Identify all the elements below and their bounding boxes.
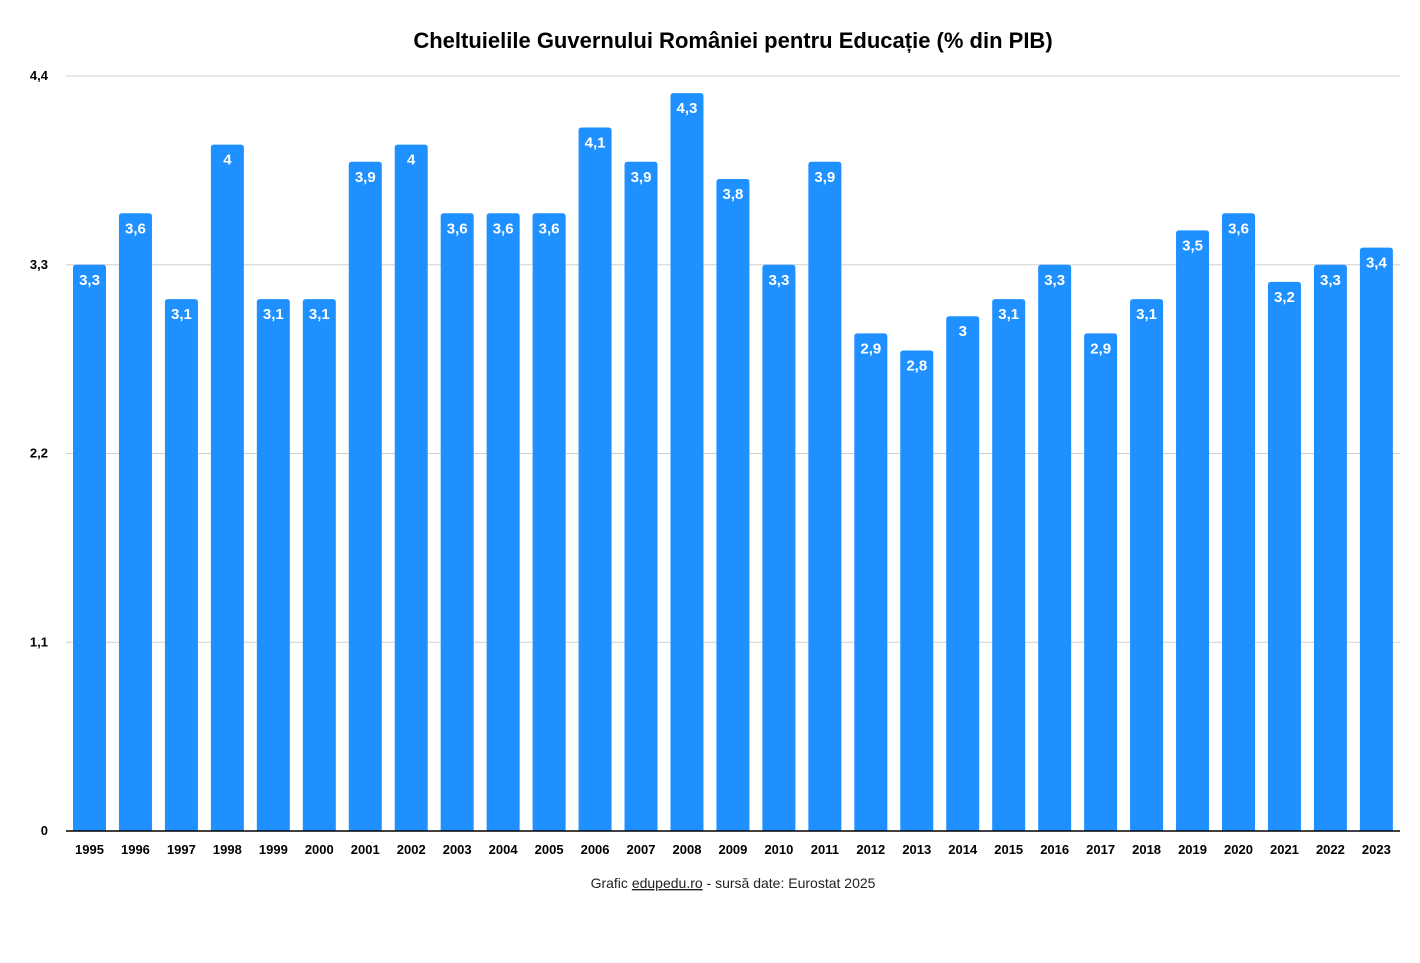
data-label: 4,3: [677, 100, 698, 117]
data-label: 3,6: [1228, 220, 1249, 237]
data-label: 3,1: [263, 306, 284, 323]
bar-1996: [118, 213, 152, 832]
x-tick-label: 2000: [305, 842, 334, 857]
bar-2016: [1038, 264, 1072, 831]
x-tick-label: 2001: [351, 842, 380, 857]
x-tick-label: 2017: [1086, 842, 1115, 857]
bar-2013: [900, 350, 934, 831]
x-tick-label: 2009: [718, 842, 747, 857]
x-tick-label: 1998: [213, 842, 242, 857]
x-tick-label: 2016: [1040, 842, 1069, 857]
data-label: 3,6: [447, 220, 468, 237]
x-tick-label: 2011: [811, 842, 839, 857]
bar-2009: [716, 178, 750, 832]
bar-2001: [348, 161, 382, 831]
bar-2010: [762, 264, 796, 831]
data-label: 3,6: [493, 220, 514, 237]
bar-1999: [256, 299, 290, 831]
bar-2003: [440, 213, 474, 832]
x-tick-label: 2020: [1224, 842, 1253, 857]
bar-2020: [1222, 213, 1255, 832]
data-label: 3,9: [814, 169, 835, 186]
data-label: 2,8: [906, 358, 927, 375]
bar-2021: [1267, 281, 1301, 832]
source-link[interactable]: edupedu.ro: [632, 875, 703, 891]
bar-2022: [1313, 264, 1347, 831]
data-label: 3,3: [768, 272, 789, 289]
data-label: 4: [407, 152, 416, 169]
bar-1997: [164, 299, 198, 831]
bar-2006: [578, 127, 612, 831]
bar-2007: [624, 161, 658, 831]
bar-2004: [486, 213, 520, 832]
bar-2019: [1176, 230, 1210, 831]
bar-1995: [73, 264, 106, 831]
bar-2008: [670, 93, 704, 832]
x-tick-label: 2013: [902, 842, 931, 857]
chart-title: Cheltuielile Guvernului României pentru …: [413, 28, 1052, 53]
bar-2023: [1359, 247, 1393, 831]
x-tick-label: 2023: [1362, 842, 1391, 857]
data-label: 3,3: [79, 272, 100, 289]
data-label: 2,9: [1090, 340, 1111, 357]
data-label: 3,1: [1136, 306, 1157, 323]
data-label: 3,1: [309, 306, 330, 323]
x-tick-label: 2002: [397, 842, 426, 857]
source-note: Grafic edupedu.ro - sursă date: Eurostat…: [591, 875, 876, 891]
data-label: 3,8: [723, 186, 744, 203]
data-label: 3,3: [1044, 272, 1065, 289]
data-label: 3,9: [355, 169, 376, 186]
x-tick-label: 2015: [994, 842, 1023, 857]
bar-2015: [992, 299, 1026, 831]
data-label: 3,2: [1274, 289, 1295, 306]
x-tick-label: 1995: [75, 842, 104, 857]
bar-2018: [1130, 299, 1164, 831]
bar-1998: [210, 144, 244, 832]
x-tick-label: 2004: [489, 842, 519, 857]
bar-2002: [394, 144, 428, 832]
data-label: 3,1: [998, 306, 1019, 323]
x-tick-label: 2003: [443, 842, 472, 857]
x-tick-label: 2012: [856, 842, 885, 857]
x-tick-label: 2010: [764, 842, 793, 857]
bar-2000: [302, 299, 336, 831]
data-label: 3,1: [171, 306, 192, 323]
x-tick-label: 2022: [1316, 842, 1345, 857]
bar-2011: [808, 161, 842, 831]
x-tick-label: 1997: [167, 842, 196, 857]
data-label: 3: [959, 323, 967, 340]
y-tick-label: 1,1: [30, 634, 48, 649]
x-tick-label: 2005: [535, 842, 564, 857]
bar-2005: [532, 213, 566, 832]
data-label: 4,1: [585, 134, 606, 151]
x-tick-label: 2021: [1270, 842, 1299, 857]
source-prefix: Grafic: [591, 875, 632, 891]
x-tick-label: 2014: [948, 842, 978, 857]
data-label: 2,9: [860, 340, 881, 357]
data-label: 3,4: [1366, 255, 1388, 272]
data-label: 3,6: [125, 220, 146, 237]
x-tick-label: 2007: [627, 842, 656, 857]
y-tick-label: 4,4: [30, 68, 49, 83]
y-tick-label: 2,2: [30, 446, 48, 461]
data-label: 3,3: [1320, 272, 1341, 289]
bar-2014: [946, 316, 980, 831]
x-tick-label: 2006: [581, 842, 610, 857]
x-tick-label: 1996: [121, 842, 150, 857]
data-label: 3,6: [539, 220, 560, 237]
data-label: 3,5: [1182, 237, 1203, 254]
bar-2017: [1084, 333, 1118, 831]
x-tick-label: 2018: [1132, 842, 1161, 857]
data-label: 3,9: [631, 169, 652, 186]
bar-2012: [854, 333, 888, 831]
y-tick-label: 3,3: [30, 257, 48, 272]
source-suffix: - sursă date: Eurostat 2025: [703, 875, 876, 891]
x-tick-label: 2019: [1178, 842, 1207, 857]
data-label: 4: [223, 152, 232, 169]
x-tick-label: 1999: [259, 842, 288, 857]
y-tick-label: 0: [41, 823, 48, 838]
x-tick-label: 2008: [673, 842, 702, 857]
